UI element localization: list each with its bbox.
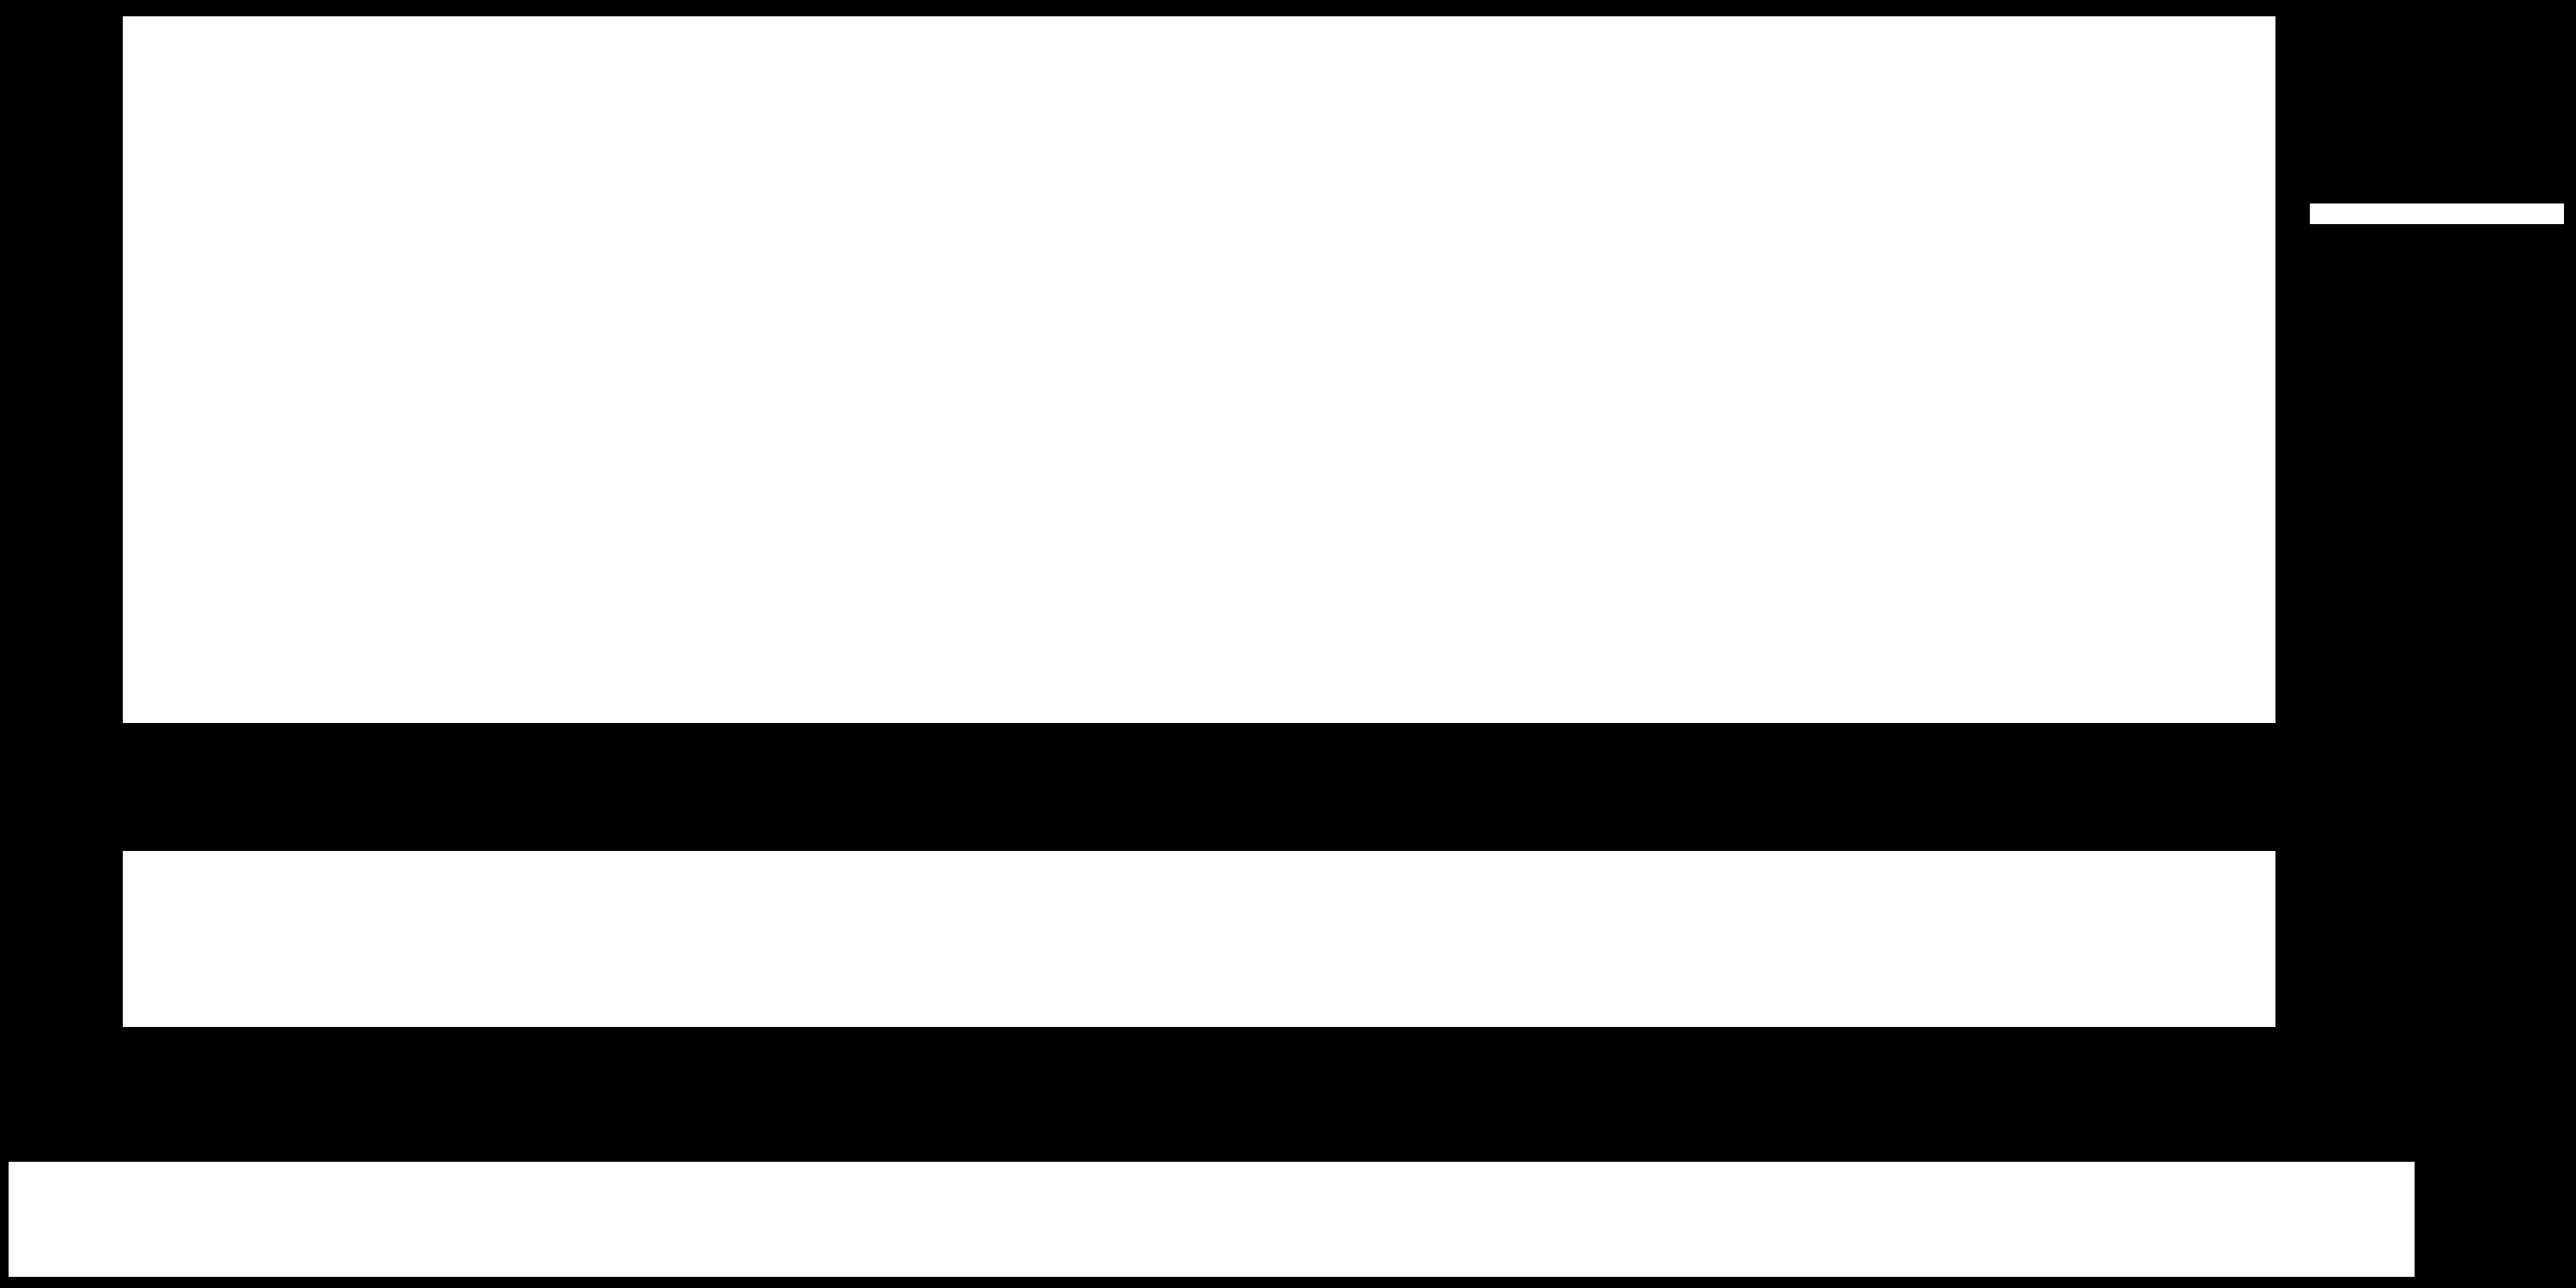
month-chart-plot-area: [126, 49, 2272, 698]
missing-chart-y-axis: [0, 858, 113, 1018]
month-chart-panel: [123, 16, 2275, 723]
month-chart-y-axis: [0, 49, 113, 698]
missing-chart-plot-area: [126, 858, 2272, 1018]
missing-legend: [9, 1162, 2415, 1277]
missing-chart-panel: [123, 851, 2275, 1027]
month-chart-x-axis: [126, 728, 2272, 857]
missing-chart-x-axis: [126, 1032, 2272, 1161]
month-legend: [2308, 202, 2566, 226]
